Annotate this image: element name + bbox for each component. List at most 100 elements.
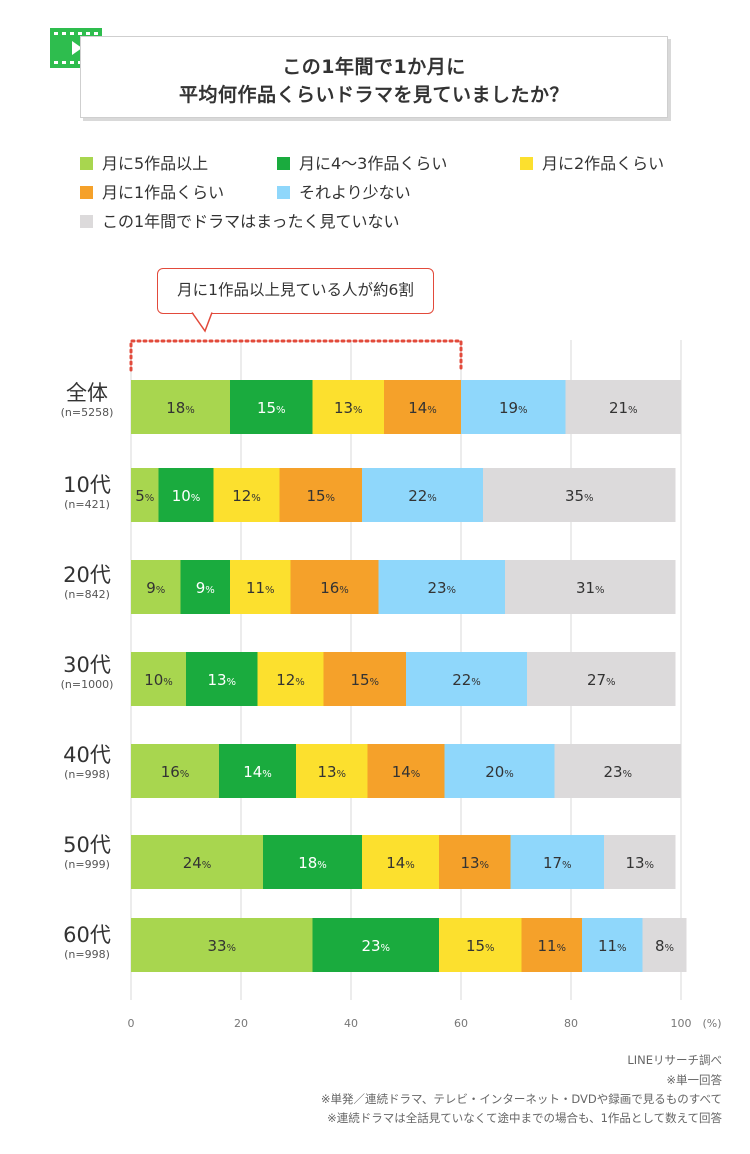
bar-segment [439, 835, 511, 889]
highlight-bracket [129, 339, 463, 372]
value-number: 14 [386, 854, 405, 872]
bar-segment [290, 560, 379, 614]
bar-value-label: 11% [537, 937, 566, 955]
row-label: 50代 (n=999) [44, 833, 130, 873]
value-number: 13 [334, 399, 353, 417]
x-tick-label: 80 [564, 1017, 578, 1030]
value-percent-sign: % [595, 585, 605, 596]
value-number: 13 [317, 763, 336, 781]
row-sample-size: (n=5258) [60, 406, 114, 419]
bar-value-label: 19% [499, 399, 528, 417]
bar-segment [554, 744, 681, 798]
legend-swatch [520, 157, 533, 170]
value-percent-sign: % [339, 585, 349, 596]
value-percent-sign: % [447, 585, 457, 596]
bar-segment [131, 560, 181, 614]
value-percent-sign: % [480, 860, 490, 871]
title-line-1: この1年間で1か月に [282, 56, 466, 78]
value-percent-sign: % [276, 405, 286, 416]
value-percent-sign: % [156, 585, 166, 596]
row-name: 60代 [63, 923, 111, 947]
footnote-single-answer: ※単一回答 [666, 1073, 722, 1087]
row-sample-size: (n=421) [64, 498, 110, 511]
footnote-scope: ※単発／連続ドラマ、テレビ・インターネット・DVDや録画で見るものすべて [320, 1092, 722, 1106]
bar-segment [604, 835, 676, 889]
bar-value-label: 17% [543, 854, 572, 872]
value-number: 22 [408, 487, 427, 505]
bar-segment [582, 918, 643, 972]
value-number: 18 [298, 854, 317, 872]
bar-segment [131, 744, 219, 798]
value-number: 10 [172, 487, 191, 505]
value-percent-sign: % [185, 405, 195, 416]
value-percent-sign: % [471, 677, 481, 688]
x-tick-label: 60 [454, 1017, 468, 1030]
value-percent-sign: % [485, 943, 495, 954]
value-percent-sign: % [265, 585, 275, 596]
value-percent-sign: % [584, 493, 594, 504]
value-percent-sign: % [381, 943, 391, 954]
bar-value-label: 31% [576, 579, 605, 597]
bar-value-label: 33% [207, 937, 236, 955]
row-name: 全体 [66, 381, 108, 405]
value-percent-sign: % [353, 405, 363, 416]
value-number: 11 [246, 579, 265, 597]
bar-value-label: 21% [609, 399, 638, 417]
bar-value-label: 23% [603, 763, 632, 781]
bar-value-label: 12% [276, 671, 305, 689]
bar-value-label: 9% [146, 579, 165, 597]
bar-value-label: 15% [257, 399, 286, 417]
x-unit-label: (%) [702, 1017, 721, 1030]
value-number: 12 [232, 487, 251, 505]
value-percent-sign: % [163, 677, 173, 688]
legend-label: 月に1作品くらい [102, 183, 225, 202]
bar-value-label: 18% [298, 854, 327, 872]
bar-value-label: 13% [334, 399, 363, 417]
value-number: 13 [460, 854, 479, 872]
value-number: 24 [183, 854, 202, 872]
legend-label: それより少ない [299, 183, 411, 202]
bar-segment [312, 380, 384, 434]
row-name: 20代 [63, 563, 111, 587]
row-name: 40代 [63, 743, 111, 767]
bar-segment [279, 468, 362, 522]
bar-value-label: 10% [172, 487, 201, 505]
bar-segment [642, 918, 687, 972]
bar-segment [521, 918, 582, 972]
value-number: 31 [576, 579, 595, 597]
bar-value-label: 20% [485, 763, 514, 781]
bar-segment [213, 468, 280, 522]
row-sample-size: (n=998) [64, 948, 110, 961]
value-number: 22 [452, 671, 471, 689]
bar-value-label: 14% [386, 854, 415, 872]
bar-segment [158, 468, 214, 522]
value-number: 15 [466, 937, 485, 955]
bar-value-label: 12% [232, 487, 261, 505]
value-number: 12 [276, 671, 295, 689]
bar-segment [131, 835, 263, 889]
bar-segment [263, 835, 362, 889]
value-number: 21 [609, 399, 628, 417]
bar-segment [406, 652, 527, 706]
bar-segment [378, 560, 505, 614]
legend-swatch [80, 215, 93, 228]
bar-value-label: 24% [183, 854, 212, 872]
value-percent-sign: % [518, 405, 528, 416]
value-number: 9 [146, 579, 156, 597]
bar-value-label: 13% [460, 854, 489, 872]
bar-segment [131, 380, 230, 434]
value-percent-sign: % [262, 769, 272, 780]
value-percent-sign: % [337, 769, 347, 780]
stacked-bar-chart: 0 20 40 60 80 100 (%)18% 15% 13% 14% 19% 21%5% 10% 12… [128, 339, 722, 1030]
value-number: 5 [135, 487, 145, 505]
bar-segment [131, 652, 186, 706]
value-number: 14 [408, 399, 427, 417]
value-percent-sign: % [628, 405, 638, 416]
bar-segment [527, 652, 676, 706]
legend-label: 月に5作品以上 [102, 154, 209, 173]
value-number: 27 [587, 671, 606, 689]
legend-swatch [80, 157, 93, 170]
callout-box: 月に1作品以上見ている人が約6割 [157, 268, 434, 314]
value-percent-sign: % [405, 860, 415, 871]
bar-value-label: 11% [598, 937, 627, 955]
